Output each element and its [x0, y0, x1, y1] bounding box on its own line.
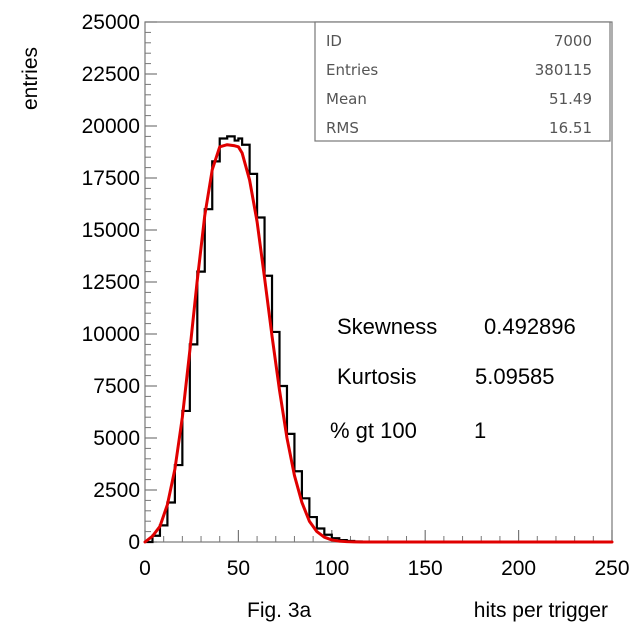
x-axis-title: hits per trigger	[474, 599, 608, 622]
y-tick-label: 15000	[82, 219, 140, 242]
y-tick-label: 0	[128, 531, 140, 554]
annotation-gt100-label: % gt 100	[330, 418, 417, 443]
y-tick-label: 20000	[82, 115, 140, 138]
stats-label-entries: Entries	[326, 61, 378, 79]
y-tick-label: 7500	[93, 375, 140, 398]
series-layer	[143, 135, 614, 544]
x-tick-label: 100	[314, 557, 349, 580]
annotation-kurtosis-value: 5.09585	[475, 364, 555, 389]
y-tick-label: 22500	[82, 63, 140, 86]
annotation-skewness-value: 0.492896	[484, 314, 576, 339]
x-axis: 0 50 100 150 200 250	[139, 530, 630, 580]
y-tick-label: 2500	[93, 479, 140, 502]
stats-label-rms: RMS	[326, 119, 359, 137]
x-tick-label: 50	[227, 557, 250, 580]
stats-label-mean: Mean	[326, 90, 367, 108]
x-tick-label: 150	[408, 557, 443, 580]
y-tick-label: 17500	[82, 167, 140, 190]
stats-value-mean: 51.49	[549, 90, 592, 108]
stats-value-id: 7000	[554, 32, 592, 50]
x-tick-label: 0	[139, 557, 151, 580]
y-axis: 0 2500 5000 7500 10000 12500 15000 17500 20000 22…	[82, 11, 157, 554]
stats-box: ID 7000 Entries 380115 Mean 51.49 RMS 16…	[314, 21, 611, 142]
histogram-series	[145, 135, 612, 544]
stats-box-frame	[314, 21, 611, 142]
x-tick-label: 200	[501, 557, 536, 580]
x-tick-label: 250	[594, 557, 629, 580]
y-tick-label: 25000	[82, 11, 140, 34]
annotation-kurtosis-label: Kurtosis	[337, 364, 416, 389]
stats-value-rms: 16.51	[549, 119, 592, 137]
y-tick-label: 5000	[93, 427, 140, 450]
stats-value-entries: 380115	[535, 61, 592, 79]
stats-label-id: ID	[326, 32, 342, 50]
annotation-skewness-label: Skewness	[337, 314, 437, 339]
y-axis-title: entries	[19, 47, 42, 110]
y-tick-label: 12500	[82, 271, 140, 294]
figure-caption: Fig. 3a	[247, 599, 312, 622]
annotations: Skewness 0.492896 Kurtosis 5.09585 % gt …	[330, 314, 576, 443]
annotation-gt100-value: 1	[474, 418, 486, 443]
fit-curve-series	[143, 143, 614, 544]
y-tick-label: 10000	[82, 323, 140, 346]
